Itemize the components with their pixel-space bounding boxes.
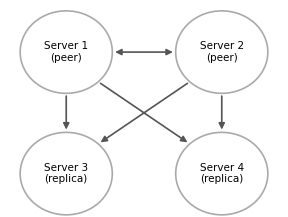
Ellipse shape	[20, 11, 112, 93]
Text: Server 4
(replica): Server 4 (replica)	[200, 163, 244, 184]
Text: Server 1
(peer): Server 1 (peer)	[44, 41, 88, 63]
Text: Server 2
(peer): Server 2 (peer)	[200, 41, 244, 63]
Text: Server 3
(replica): Server 3 (replica)	[44, 163, 88, 184]
Ellipse shape	[176, 11, 268, 93]
Ellipse shape	[20, 132, 112, 215]
Ellipse shape	[176, 132, 268, 215]
